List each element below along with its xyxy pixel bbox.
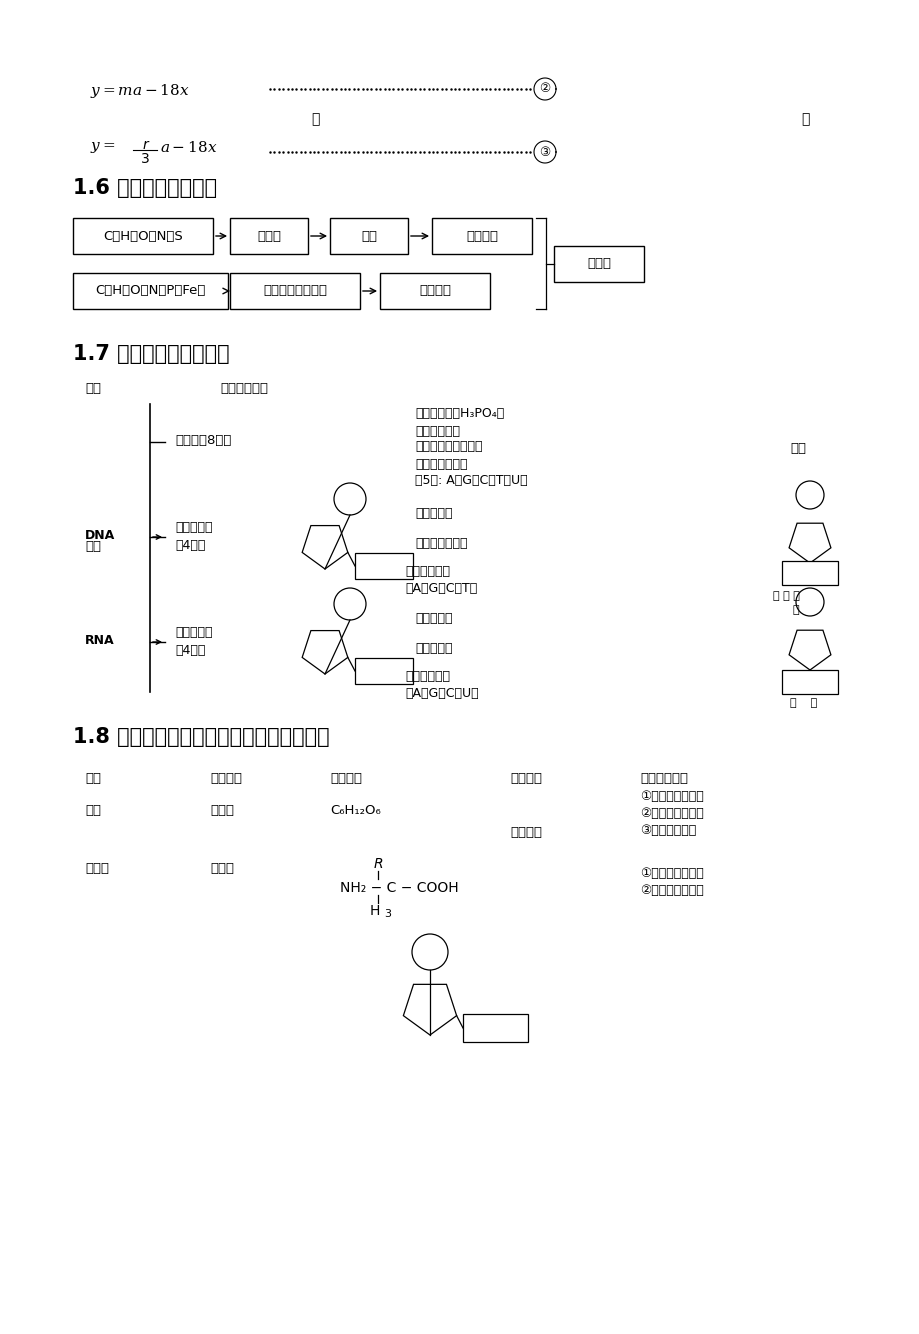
Text: 核酸: 核酸 xyxy=(85,540,101,554)
Text: 1.6 蛋白质的组成层次: 1.6 蛋白质的组成层次 xyxy=(73,177,217,197)
Text: 其它成分: 其它成分 xyxy=(418,284,450,297)
Text: 氨基酸: 氨基酸 xyxy=(256,229,280,243)
Text: 一分子磷酸: 一分子磷酸 xyxy=(414,612,452,626)
Text: ②: ② xyxy=(539,83,550,96)
Text: 多糖: 多糖 xyxy=(85,804,101,816)
Text: 名称: 名称 xyxy=(85,772,101,784)
Text: 基本单位: 基本单位 xyxy=(210,772,242,784)
Text: 聚合方式: 聚合方式 xyxy=(509,772,541,784)
Bar xyxy=(330,217,407,253)
Text: ③化学键的不同: ③化学键的不同 xyxy=(640,824,696,836)
Text: 一分子脱氧核糖: 一分子脱氧核糖 xyxy=(414,538,467,550)
Text: （4种）: （4种） xyxy=(175,644,205,658)
Text: $y = ma - 18x$: $y = ma - 18x$ xyxy=(90,81,189,100)
Text: 或: 或 xyxy=(311,112,319,125)
Text: 1.8 生物大分子的组成特点及多样性的原因: 1.8 生物大分子的组成特点及多样性的原因 xyxy=(73,727,329,747)
Text: $y=$: $y=$ xyxy=(90,140,115,155)
Text: 脱水缩合: 脱水缩合 xyxy=(509,826,541,839)
Text: 基本组成单位: 基本组成单位 xyxy=(220,382,267,395)
Text: 核苷酸（8种）: 核苷酸（8种） xyxy=(175,434,231,447)
Text: 肽链: 肽链 xyxy=(360,229,377,243)
Text: 基本成分: 基本成分 xyxy=(466,229,497,243)
Text: ②氨基酸种类不同: ②氨基酸种类不同 xyxy=(640,884,703,896)
Bar xyxy=(73,273,228,309)
Text: C、H、O、N、S: C、H、O、N、S xyxy=(103,229,183,243)
Text: （A、G、C、U）: （A、G、C、U） xyxy=(404,687,478,700)
Text: H: H xyxy=(369,904,380,918)
Text: 蛋白质: 蛋白质 xyxy=(586,257,610,269)
Text: NH₂ − C − COOH: NH₂ − C − COOH xyxy=(340,880,459,895)
Text: （4种）: （4种） xyxy=(175,539,205,552)
Text: （核糖或脱氧核糖）: （核糖或脱氧核糖） xyxy=(414,440,482,454)
Text: ②糖链的分支不同: ②糖链的分支不同 xyxy=(640,807,703,820)
Text: （A、G、C、T）: （A、G、C、T） xyxy=(404,582,477,595)
Text: 3: 3 xyxy=(383,908,391,919)
Text: 3: 3 xyxy=(141,152,149,165)
Bar xyxy=(355,554,413,579)
Text: RNA: RNA xyxy=(85,634,115,647)
Bar xyxy=(432,217,531,253)
Text: 离子和（或）分子: 离子和（或）分子 xyxy=(263,284,326,297)
Bar xyxy=(73,217,213,253)
Bar xyxy=(781,562,837,586)
Text: r: r xyxy=(142,137,148,152)
Text: 一分子含氮碱基: 一分子含氮碱基 xyxy=(414,458,467,471)
Bar xyxy=(230,273,359,309)
Text: 多样性的原因: 多样性的原因 xyxy=(640,772,687,784)
Text: R: R xyxy=(373,856,382,871)
Text: 核糖核苷酸: 核糖核苷酸 xyxy=(175,626,212,639)
Text: 核    苷: 核 苷 xyxy=(789,698,816,708)
Text: C、H、O、N、P、Fe、: C、H、O、N、P、Fe、 xyxy=(96,284,206,297)
Text: 一分子核糖: 一分子核糖 xyxy=(414,642,452,655)
Bar xyxy=(380,273,490,309)
Text: 分子含氮碱基: 分子含氮碱基 xyxy=(404,670,449,683)
Text: （5种: A、G、C、T、U）: （5种: A、G、C、T、U） xyxy=(414,474,528,487)
Bar xyxy=(230,217,308,253)
Text: 氨基酸: 氨基酸 xyxy=(210,862,233,875)
Bar xyxy=(355,658,413,684)
Text: 化学通式: 化学通式 xyxy=(330,772,361,784)
Text: 一分子五碳糖: 一分子五碳糖 xyxy=(414,426,460,438)
Text: 一分子磷酸（H₃PO₄）: 一分子磷酸（H₃PO₄） xyxy=(414,407,504,420)
Text: ③: ③ xyxy=(539,145,550,159)
Text: 苷: 苷 xyxy=(792,606,799,615)
Bar xyxy=(553,245,643,281)
Text: ①氨基酸数目不同: ①氨基酸数目不同 xyxy=(640,867,703,880)
Text: 葡萄糖: 葡萄糖 xyxy=(210,804,233,816)
Bar xyxy=(462,1014,528,1042)
Text: DNA: DNA xyxy=(85,530,115,542)
Text: 分子含氮碱基: 分子含氮碱基 xyxy=(404,566,449,578)
Text: ①葡萄糖数目不同: ①葡萄糖数目不同 xyxy=(640,790,703,803)
Text: 者: 者 xyxy=(800,112,809,125)
Text: 脱氧核苷酸: 脱氧核苷酸 xyxy=(175,522,212,534)
Text: 一分子磷酸: 一分子磷酸 xyxy=(414,507,452,520)
Text: 1.7 核酸的基本组成单位: 1.7 核酸的基本组成单位 xyxy=(73,344,230,364)
Text: $a - 18x$: $a - 18x$ xyxy=(160,140,217,155)
Text: 核苷: 核苷 xyxy=(789,442,805,455)
Text: 名称: 名称 xyxy=(85,382,101,395)
Text: 脱 氧 核: 脱 氧 核 xyxy=(772,591,799,602)
Text: 蛋白质: 蛋白质 xyxy=(85,862,108,875)
Text: C₆H₁₂O₆: C₆H₁₂O₆ xyxy=(330,804,380,816)
Bar xyxy=(781,670,837,694)
